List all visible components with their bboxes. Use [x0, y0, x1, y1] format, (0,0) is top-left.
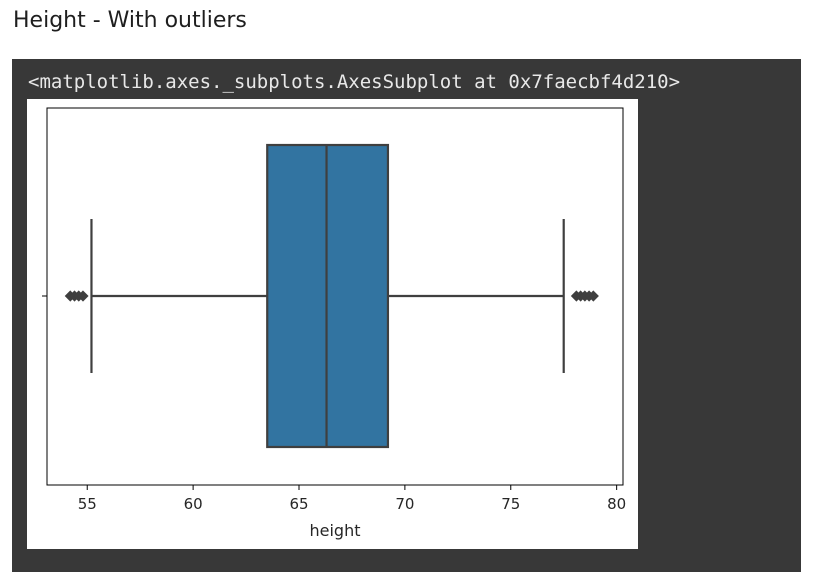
- outlier-point: [77, 290, 89, 302]
- x-tick-label: 55: [78, 495, 97, 513]
- output-cell: <matplotlib.axes._subplots.AxesSubplot a…: [12, 59, 801, 572]
- output-repr-text: <matplotlib.axes._subplots.AxesSubplot a…: [28, 71, 681, 93]
- x-tick-label: 70: [395, 495, 414, 513]
- x-axis-label: height: [310, 521, 361, 540]
- tick-layer: 55 60 65 70 75 80: [42, 295, 626, 513]
- x-tick-label: 80: [607, 495, 626, 513]
- chart-figure: 55 60 65 70 75 80 height: [27, 99, 638, 549]
- x-tick-label: 60: [184, 495, 203, 513]
- x-tick-label: 75: [501, 495, 520, 513]
- page-title: Height - With outliers: [13, 8, 247, 33]
- x-tick-label: 65: [289, 495, 308, 513]
- outlier-point: [587, 290, 599, 302]
- plot-layer: [64, 143, 599, 449]
- boxplot-chart: 55 60 65 70 75 80 height: [42, 107, 626, 540]
